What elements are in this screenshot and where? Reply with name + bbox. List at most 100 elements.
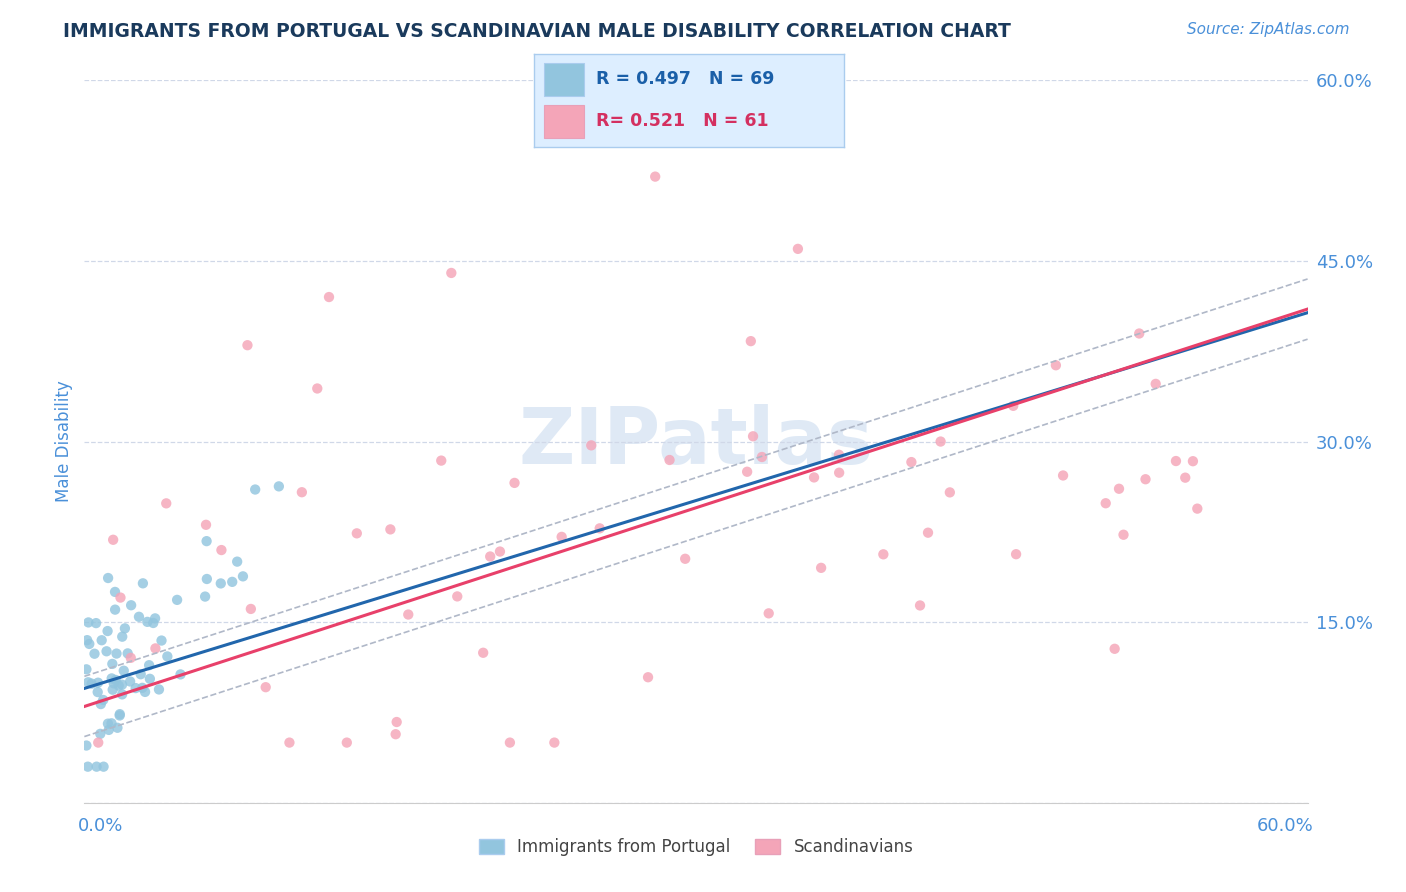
Point — [124, 681, 146, 695]
Point — [169, 667, 191, 681]
Point — [86, 685, 108, 699]
Text: 0.0%: 0.0% — [79, 817, 124, 835]
Point — [111, 678, 134, 692]
Point — [1045, 358, 1067, 372]
Point — [107, 721, 129, 735]
Bar — [544, 105, 583, 138]
Point — [97, 571, 120, 585]
Point — [908, 599, 931, 613]
Point — [195, 534, 218, 549]
Point — [1002, 399, 1025, 413]
Point — [84, 616, 107, 631]
Point — [91, 693, 114, 707]
Point — [828, 448, 851, 462]
Point — [1094, 496, 1116, 510]
Point — [346, 526, 368, 541]
Point — [89, 727, 111, 741]
Point — [86, 760, 108, 774]
Point — [136, 615, 159, 629]
Point — [104, 585, 127, 599]
Point — [129, 667, 152, 681]
Point — [209, 543, 232, 558]
Point — [900, 455, 922, 469]
Point — [396, 607, 419, 622]
Point — [1104, 641, 1126, 656]
Point — [872, 547, 894, 561]
Point — [1112, 527, 1135, 541]
Point — [232, 569, 254, 583]
Point — [110, 591, 132, 605]
Point — [385, 714, 408, 729]
Point — [503, 475, 526, 490]
Point — [1135, 472, 1157, 486]
Point — [751, 450, 773, 464]
Point — [243, 483, 266, 497]
Point — [430, 453, 453, 467]
Point — [803, 470, 825, 484]
Point — [758, 607, 780, 621]
Point — [254, 680, 277, 694]
Point — [142, 615, 165, 630]
Point — [87, 675, 110, 690]
Point — [75, 662, 97, 676]
Point — [239, 602, 262, 616]
Text: R= 0.521   N = 61: R= 0.521 N = 61 — [596, 112, 769, 130]
Point — [87, 735, 110, 749]
Point — [810, 561, 832, 575]
Point — [307, 382, 329, 396]
Point — [380, 522, 402, 536]
Point — [195, 572, 218, 586]
Point — [120, 674, 142, 689]
Point — [440, 266, 463, 280]
Point — [108, 707, 131, 722]
Point — [156, 649, 179, 664]
Point — [148, 682, 170, 697]
Point — [90, 633, 112, 648]
Point — [93, 760, 115, 774]
Point — [104, 673, 127, 687]
Point — [97, 624, 120, 638]
Point — [1187, 501, 1209, 516]
Point — [472, 646, 495, 660]
Point — [384, 727, 406, 741]
Point — [318, 290, 340, 304]
Point — [787, 242, 810, 256]
Point — [96, 644, 118, 658]
Point — [499, 735, 522, 749]
Point — [1174, 470, 1197, 484]
Point — [226, 555, 249, 569]
Point — [132, 576, 155, 591]
Point — [143, 611, 166, 625]
Legend: Immigrants from Portugal, Scandinavians: Immigrants from Portugal, Scandinavians — [472, 831, 920, 863]
Point — [131, 681, 153, 695]
Text: IMMIGRANTS FROM PORTUGAL VS SCANDINAVIAN MALE DISABILITY CORRELATION CHART: IMMIGRANTS FROM PORTUGAL VS SCANDINAVIAN… — [63, 22, 1011, 41]
Point — [104, 602, 127, 616]
Point — [673, 551, 696, 566]
Text: Source: ZipAtlas.com: Source: ZipAtlas.com — [1187, 22, 1350, 37]
Point — [644, 169, 666, 184]
Point — [543, 735, 565, 749]
Point — [103, 676, 125, 690]
Point — [742, 429, 765, 443]
Point — [221, 574, 243, 589]
Point — [77, 675, 100, 690]
Point — [100, 716, 122, 731]
Point — [658, 453, 681, 467]
Point — [150, 633, 173, 648]
Point — [267, 479, 290, 493]
Point — [76, 760, 98, 774]
Point — [117, 646, 139, 660]
Point — [479, 549, 502, 564]
Bar — [544, 63, 583, 95]
Point — [917, 525, 939, 540]
Point — [120, 650, 142, 665]
Point — [637, 670, 659, 684]
Point — [735, 465, 758, 479]
Point — [166, 593, 188, 607]
Point — [111, 687, 134, 701]
Point — [108, 708, 131, 723]
Point — [120, 599, 142, 613]
Point — [111, 630, 134, 644]
Point — [828, 466, 851, 480]
Point — [1128, 326, 1150, 341]
